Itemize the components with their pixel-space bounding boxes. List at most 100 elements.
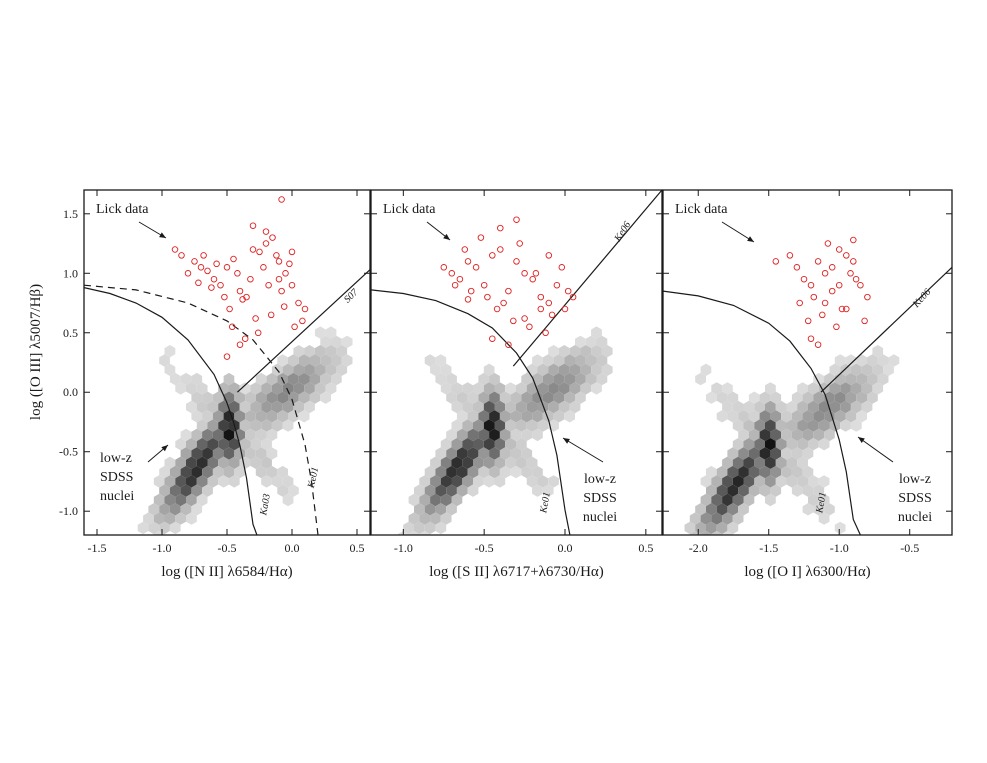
density-hexbin (716, 465, 728, 479)
density-hexbin (585, 354, 597, 367)
lick-data-point (828, 287, 836, 295)
density-hexbin (585, 335, 597, 349)
density-hexbin (489, 428, 500, 442)
density-hexbin (489, 465, 500, 479)
density-hexbin (569, 363, 581, 376)
density-hexbin (462, 419, 473, 432)
density-hexbin (304, 400, 315, 414)
density-hexbin (473, 456, 484, 469)
lick-data-point (510, 317, 517, 325)
lick-data-point (793, 264, 801, 271)
density-hexbin (548, 382, 559, 395)
lick-data-point (537, 305, 545, 313)
density-hexbin (786, 475, 798, 488)
density-hexbin (446, 484, 457, 497)
density-hexbin (580, 382, 592, 395)
density-hexbin (775, 456, 787, 469)
density-hexbin (861, 363, 873, 376)
density-hexbin (478, 410, 490, 423)
curve-ke06 (512, 190, 662, 367)
x-tick-label: 0.0 (285, 541, 300, 555)
density-hexbin (424, 503, 436, 516)
density-hexbin (516, 438, 527, 451)
annotation-sdss-line: low-z (899, 472, 931, 487)
lick-data-point (569, 293, 577, 301)
density-hexbin (456, 484, 468, 497)
density-hexbin (153, 512, 165, 525)
density-hexbin (521, 447, 533, 460)
density-hexbin (601, 345, 613, 358)
density-hexbin (239, 438, 251, 451)
density-hexbin (255, 410, 267, 423)
annotation-arrowhead-lick (159, 232, 166, 238)
density-hexbin (159, 503, 170, 516)
density-hexbin (765, 382, 776, 395)
density-hexbin (478, 372, 490, 386)
density-hexbin (722, 475, 733, 488)
density-hexbin (430, 475, 441, 488)
density-hexbin (834, 521, 846, 535)
density-hexbin (569, 382, 581, 395)
density-hexbin (314, 345, 326, 358)
density-hexbin (180, 447, 192, 460)
density-hexbin (883, 363, 894, 376)
density-hexbin (169, 465, 181, 479)
density-hexbin (191, 447, 203, 460)
density-hexbin (759, 391, 771, 404)
density-hexbin (775, 419, 787, 432)
density-hexbin (175, 438, 186, 451)
density-hexbin (435, 372, 447, 386)
density-hexbin (320, 391, 331, 404)
density-hexbin (478, 391, 490, 404)
density-hexbin (743, 438, 755, 451)
density-hexbin (510, 447, 522, 460)
density-hexbin (765, 438, 776, 451)
lick-data-point (807, 335, 815, 342)
lick-data-point (286, 260, 293, 268)
density-hexbin (856, 391, 867, 404)
density-hexbin (775, 438, 787, 451)
density-hexbin (770, 484, 782, 497)
density-hexbin (580, 363, 592, 376)
density-hexbin (558, 400, 570, 414)
density-hexbin (748, 447, 760, 460)
lick-data-point (838, 305, 846, 313)
density-hexbin (234, 465, 246, 479)
demarcation-curves (371, 190, 662, 535)
density-hexbin (786, 419, 798, 432)
density-hexbin (229, 456, 240, 469)
density-hexbin (727, 410, 739, 423)
density-hexbin (716, 503, 728, 516)
density-hexbin (196, 493, 208, 507)
lick-data-point (864, 293, 871, 301)
density-hexbin (791, 465, 803, 479)
lick-data-point (252, 315, 259, 322)
density-hexbin (791, 447, 803, 460)
density-hexbin (403, 521, 414, 535)
lick-data-point (440, 264, 448, 271)
density-hexbin (440, 512, 452, 525)
density-hexbin (580, 345, 592, 358)
lick-data-point (236, 287, 244, 295)
density-hexbin (271, 419, 283, 432)
density-hexbin (722, 531, 733, 535)
annotation-sdss-line: SDSS (898, 491, 931, 506)
density-hexbin (298, 391, 310, 404)
lick-data-point (226, 305, 233, 313)
density-hexbin (424, 521, 436, 535)
density-hexbin (473, 382, 484, 395)
density-hexbin (414, 484, 425, 497)
density-hexbin (261, 438, 272, 451)
density-hexbin (732, 456, 744, 469)
density-hexbin (186, 438, 197, 451)
lick-data-points (171, 196, 309, 360)
density-hexbin (196, 456, 208, 469)
density-hexbin (797, 382, 808, 395)
density-hexbin (223, 428, 235, 442)
density-hexbin (548, 363, 559, 376)
density-hexbin (732, 419, 744, 432)
density-hexbin (467, 410, 479, 423)
density-hexbin (467, 447, 479, 460)
density-hexbin (462, 382, 473, 395)
density-hexbin (727, 521, 739, 535)
